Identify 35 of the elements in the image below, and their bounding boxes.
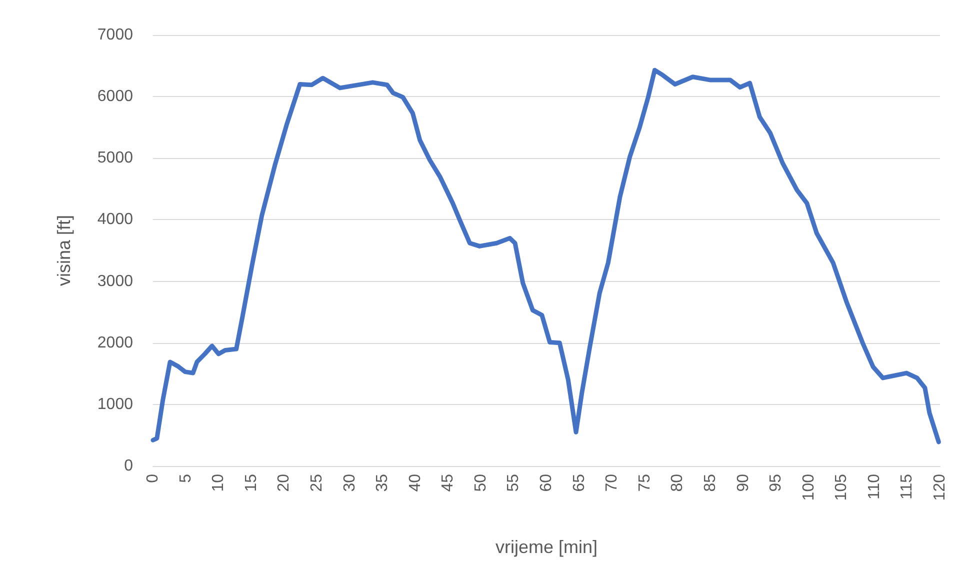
y-tick-label: 5000 <box>97 150 134 167</box>
x-tick-label: 15 <box>242 474 260 492</box>
x-tick-label: 105 <box>833 474 850 501</box>
x-tick-label: 30 <box>341 474 358 492</box>
y-tick-label: 6000 <box>97 88 134 106</box>
x-axis-title: vrijeme [min] <box>495 537 598 557</box>
y-tick-label: 2000 <box>97 334 134 352</box>
x-tick-label: 55 <box>505 474 522 492</box>
x-tick-label: 115 <box>898 474 916 500</box>
x-tick-label: 40 <box>406 474 424 492</box>
x-tick-label: 90 <box>734 474 752 492</box>
x-tick-label: 50 <box>472 474 490 492</box>
x-tick-label: 95 <box>768 474 785 492</box>
x-tick-label: 25 <box>308 474 326 492</box>
x-tick-label: 100 <box>800 474 818 501</box>
x-tick-label: 70 <box>604 474 621 492</box>
line-series <box>150 68 941 444</box>
x-tick-label: 20 <box>276 474 293 492</box>
x-tick-label: 10 <box>210 474 228 492</box>
x-tick-label: 75 <box>636 474 654 492</box>
y-axis-title: visina [ft] <box>54 214 74 286</box>
y-tick-label: 3000 <box>97 272 134 290</box>
y-tick-label: 4000 <box>97 211 134 228</box>
y-tick-label: 1000 <box>97 396 134 413</box>
x-tick-label: 120 <box>932 474 948 501</box>
x-tick-label: 35 <box>374 474 392 492</box>
x-tick-label: 85 <box>702 474 719 492</box>
x-tick-label: 65 <box>570 474 588 492</box>
x-tick-label: 80 <box>669 474 686 492</box>
y-tick-label: 7000 <box>97 26 134 44</box>
x-tick-label: 0 <box>144 474 162 483</box>
x-tick-label: 5 <box>177 474 194 483</box>
x-tick-label: 60 <box>538 474 555 492</box>
x-tick-label: 110 <box>866 474 883 500</box>
x-tick-label: 45 <box>440 474 457 492</box>
